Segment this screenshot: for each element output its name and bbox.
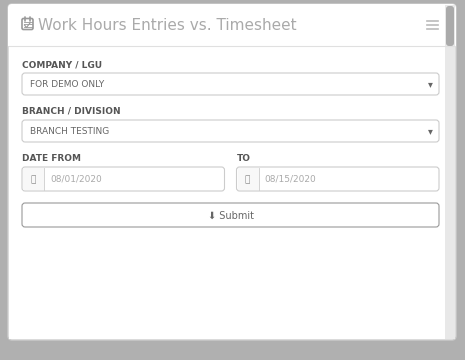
- Text: ⬇ Submit: ⬇ Submit: [207, 211, 253, 220]
- Bar: [445, 5, 455, 339]
- FancyBboxPatch shape: [22, 203, 439, 227]
- Text: BRANCH / DIVISION: BRANCH / DIVISION: [22, 107, 120, 116]
- Bar: [238, 168, 259, 190]
- Bar: [8, 25, 456, 46]
- Text: 📅: 📅: [30, 175, 36, 184]
- Text: DATE FROM: DATE FROM: [22, 154, 81, 163]
- Text: 📅: 📅: [245, 175, 250, 184]
- Text: TO: TO: [237, 154, 251, 163]
- Bar: [23, 168, 44, 190]
- Bar: [9, 46, 455, 339]
- Text: COMPANY / LGU: COMPANY / LGU: [22, 60, 102, 69]
- FancyBboxPatch shape: [22, 73, 439, 95]
- Text: 08/01/2020: 08/01/2020: [50, 175, 102, 184]
- Text: BRANCH TESTING: BRANCH TESTING: [30, 127, 109, 136]
- Text: 08/15/2020: 08/15/2020: [265, 175, 316, 184]
- Text: FOR DEMO ONLY: FOR DEMO ONLY: [30, 80, 104, 89]
- FancyBboxPatch shape: [446, 6, 454, 46]
- FancyBboxPatch shape: [22, 120, 439, 142]
- FancyBboxPatch shape: [22, 167, 225, 191]
- FancyBboxPatch shape: [237, 167, 439, 191]
- Text: ▾: ▾: [427, 126, 432, 136]
- FancyBboxPatch shape: [8, 4, 456, 46]
- Text: ▾: ▾: [427, 80, 432, 90]
- FancyBboxPatch shape: [8, 4, 456, 340]
- Text: Work Hours Entries vs. Timesheet: Work Hours Entries vs. Timesheet: [38, 18, 297, 33]
